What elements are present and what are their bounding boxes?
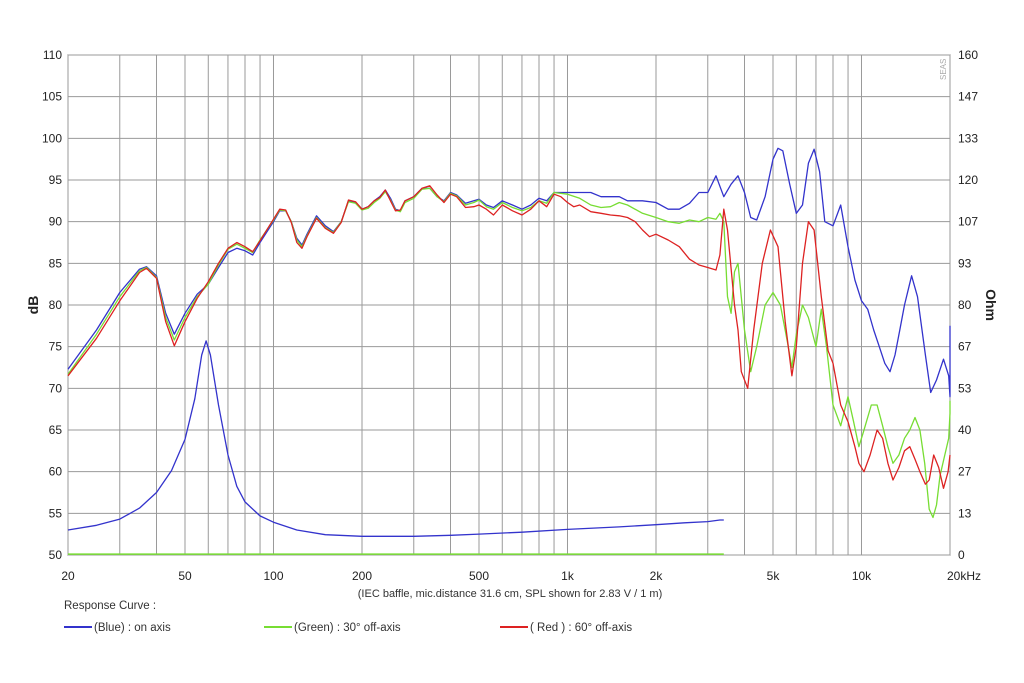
series-group	[67, 147, 951, 555]
y-tick-label-left: 110	[43, 48, 62, 62]
y-tick-label-left: 105	[42, 90, 62, 104]
y-tick-label-left: 65	[49, 423, 63, 437]
x-tick-label: 1k	[561, 569, 575, 583]
y-tick-label-right: 0	[958, 548, 965, 562]
y-tick-label-right: 147	[958, 90, 978, 104]
x-tick-label: 50	[178, 569, 192, 583]
y-tick-label-left: 70	[49, 381, 63, 395]
x-tick-label: 20	[61, 569, 75, 583]
legend-label: ( Red ) : 60° off-axis	[530, 622, 632, 634]
y-axis-title-right: Ohm	[983, 289, 999, 321]
legend-label: (Green) : 30° off-axis	[294, 622, 401, 634]
y-tick-label-right: 160	[958, 48, 978, 62]
grid	[67, 54, 951, 556]
x-tick-label: 2k	[650, 569, 664, 583]
y-tick-label-right: 133	[958, 131, 978, 145]
legend: (Blue) : on axis (Green) : 30° off-axis ( …	[64, 622, 632, 634]
legend-title: Response Curve :	[64, 600, 156, 612]
y-tick-label-right: 67	[958, 340, 972, 354]
y-tick-label-right: 120	[958, 173, 978, 187]
watermark: SEAS	[939, 59, 948, 80]
y-tick-label-right: 93	[958, 256, 972, 270]
legend-label: (Blue) : on axis	[94, 622, 171, 634]
y-tick-label-right: 107	[958, 215, 978, 229]
y-tick-label-right: 80	[958, 298, 972, 312]
y-tick-label-right: 27	[958, 465, 972, 479]
y-tick-label-left: 60	[49, 465, 63, 479]
y-tick-label-right: 13	[958, 506, 972, 520]
x-tick-label: 10k	[852, 569, 872, 583]
y-tick-label-left: 90	[49, 215, 63, 229]
y-tick-labels-left: 50 55 60 65 70 75 80 85 90 95 100 105 110	[42, 48, 62, 562]
x-tick-label: 20kHz	[947, 569, 981, 583]
x-tick-labels: 20 50 100 200 500 1k 2k 5k 10k 20kHz	[61, 569, 981, 583]
y-tick-labels-right: 0 13 27 40 53 67 80 93 107 120 133 147 160	[958, 48, 978, 562]
y-tick-label-left: 50	[49, 548, 63, 562]
y-tick-label-left: 55	[49, 506, 63, 520]
y-axis-title-left: dB	[25, 296, 41, 315]
x-tick-label: 500	[469, 569, 489, 583]
y-tick-label-left: 95	[49, 173, 63, 187]
y-tick-label-left: 80	[49, 298, 63, 312]
y-tick-label-left: 85	[49, 256, 63, 270]
y-tick-label-left: 75	[49, 340, 63, 354]
x-tick-label: 5k	[767, 569, 781, 583]
y-tick-label-right: 40	[958, 423, 972, 437]
y-tick-label-right: 53	[958, 381, 972, 395]
x-tick-label: 200	[352, 569, 372, 583]
series-line-red	[67, 185, 951, 489]
series-line-impedance	[67, 340, 724, 537]
y-tick-label-left: 100	[42, 131, 62, 145]
chart-caption: (IEC baffle, mic.distance 31.6 cm, SPL s…	[358, 588, 662, 600]
x-tick-label: 100	[263, 569, 283, 583]
